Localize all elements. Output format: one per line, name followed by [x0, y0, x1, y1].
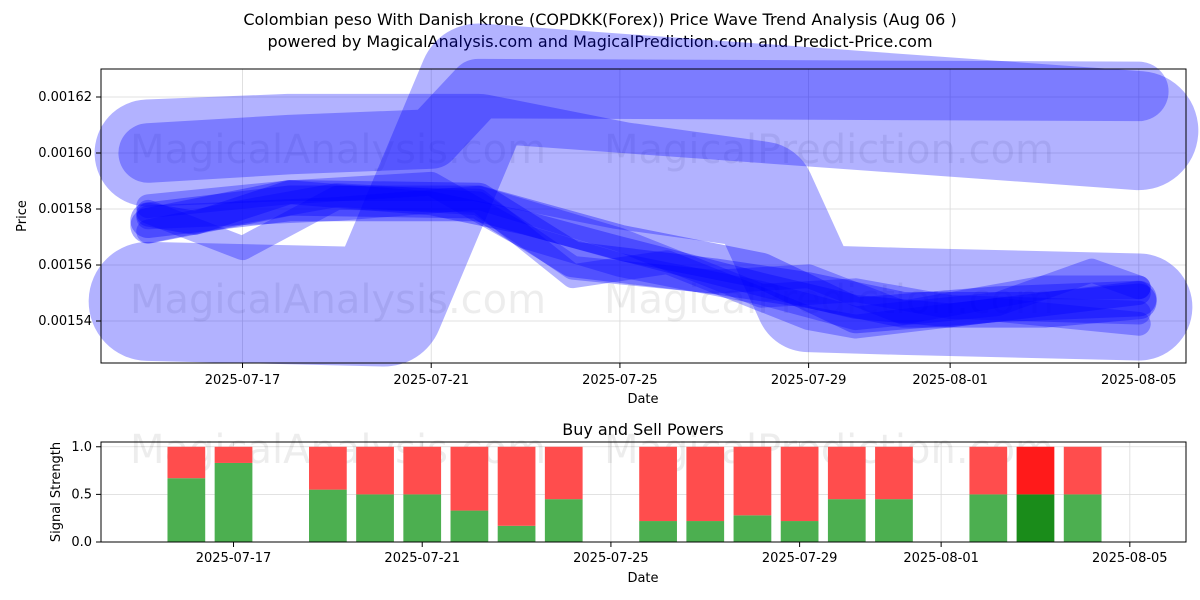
chart-subtitle: powered by MagicalAnalysis.com and Magic…: [267, 32, 933, 51]
sell-power-bar: [167, 446, 206, 479]
buy-power-bar: [309, 489, 347, 542]
sell-power-bar: [544, 446, 583, 500]
power-x-tick-label: 2025-08-05: [1092, 551, 1168, 566]
buy-power-bar: [733, 515, 772, 542]
buy-power-bar: [1063, 494, 1102, 542]
price-axes-frame: [100, 68, 1187, 364]
wave-series-8: [136, 171, 1151, 331]
power-y-tick-label: 0.5: [71, 487, 92, 502]
wave-series-0: [118, 58, 1169, 183]
wave-series-2: [94, 93, 1193, 361]
price-x-tick-label: 2025-08-05: [1101, 373, 1177, 388]
watermark-text: MagicalPrediction.com: [604, 277, 1054, 323]
price-x-axis-label: Date: [627, 392, 658, 407]
sell-power-bar: [497, 446, 536, 526]
price-y-tick-label: 0.00154: [38, 314, 92, 329]
price-x-tick-label: 2025-07-29: [771, 373, 847, 388]
power-y-axis-label: Signal Strength: [49, 442, 64, 542]
buy-power-bar: [497, 525, 536, 542]
sell-power-bar: [733, 446, 772, 516]
buy-power-bar: [544, 499, 583, 542]
price-x-tick-label: 2025-07-17: [205, 373, 281, 388]
power-x-tick-label: 2025-07-25: [573, 551, 649, 566]
buy-power-bar: [639, 521, 677, 542]
buy-power-bar: [969, 494, 1008, 542]
sell-power-bar: [309, 446, 347, 490]
price-y-tick-label: 0.00158: [38, 202, 92, 217]
price-x-tick-label: 2025-07-25: [582, 373, 658, 388]
watermark-text: MagicalAnalysis.com: [130, 127, 546, 173]
price-watermarks: MagicalAnalysis.com MagicalPrediction.com…: [130, 127, 1054, 323]
price-waves: [88, 23, 1199, 367]
price-grid: [101, 69, 1186, 363]
sell-power-bar: [780, 446, 819, 522]
wave-series-7: [136, 185, 1151, 339]
price-ticks: 2025-07-17 2025-07-21 2025-07-25 2025-07-29…: [38, 90, 1176, 388]
wave-series-9: [136, 185, 1151, 325]
price-x-tick-label: 2025-07-21: [393, 373, 469, 388]
chart-title: Colombian peso With Danish krone (COPDKK…: [243, 10, 957, 29]
power-bars: [167, 446, 1102, 542]
buy-power-bar: [827, 499, 866, 542]
wave-series-5: [136, 180, 1151, 328]
price-y-tick-label: 0.00160: [38, 146, 92, 161]
power-x-tick-label: 2025-07-17: [196, 551, 272, 566]
sell-power-bar: [1063, 446, 1102, 495]
power-x-tick-label: 2025-07-21: [384, 551, 460, 566]
sell-power-bar: [875, 446, 913, 500]
watermark-text: MagicalPrediction.com: [604, 127, 1054, 173]
buy-power-bar: [875, 499, 913, 542]
sell-power-bar: [356, 446, 394, 495]
buy-power-bar: [1016, 494, 1055, 542]
sell-power-bar: [686, 446, 725, 522]
buy-power-bar: [403, 494, 442, 542]
wave-series-3: [130, 185, 1157, 334]
buy-power-bar: [167, 478, 206, 542]
power-x-axis-label: Date: [627, 571, 658, 586]
wave-series-4: [130, 179, 1157, 328]
sell-power-bar: [214, 446, 253, 463]
buy-power-bar: [356, 494, 394, 542]
buy-power-bar: [780, 521, 819, 542]
power-y-tick-label: 1.0: [71, 440, 92, 455]
sell-power-bar: [1016, 446, 1055, 495]
sell-power-bar: [969, 446, 1008, 495]
wave-series-6: [136, 183, 1151, 325]
power-y-tick-label: 0.0: [71, 535, 92, 550]
power-x-tick-label: 2025-08-01: [903, 551, 979, 566]
wave-series-1: [88, 23, 1199, 367]
buy-power-bar: [686, 521, 725, 542]
power-chart-title: Buy and Sell Powers: [562, 420, 724, 439]
buy-power-bar: [214, 462, 253, 542]
sell-power-bar: [639, 446, 677, 522]
price-y-tick-label: 0.00156: [38, 258, 92, 273]
sell-power-bar: [827, 446, 866, 500]
sell-power-bar: [450, 446, 489, 511]
price-x-tick-label: 2025-08-01: [912, 373, 988, 388]
price-y-tick-label: 0.00162: [38, 90, 92, 105]
power-axes-frame: [100, 441, 1187, 543]
buy-power-bar: [450, 510, 489, 542]
power-ticks: 0.0 0.5 1.0 2025-07-17 2025-07-21 2025-07-25 2…: [71, 440, 1167, 566]
power-x-tick-label: 2025-07-29: [762, 551, 838, 566]
sell-power-bar: [403, 446, 442, 495]
watermark-text: MagicalAnalysis.com: [130, 277, 546, 323]
price-y-axis-label: Price: [15, 200, 30, 232]
